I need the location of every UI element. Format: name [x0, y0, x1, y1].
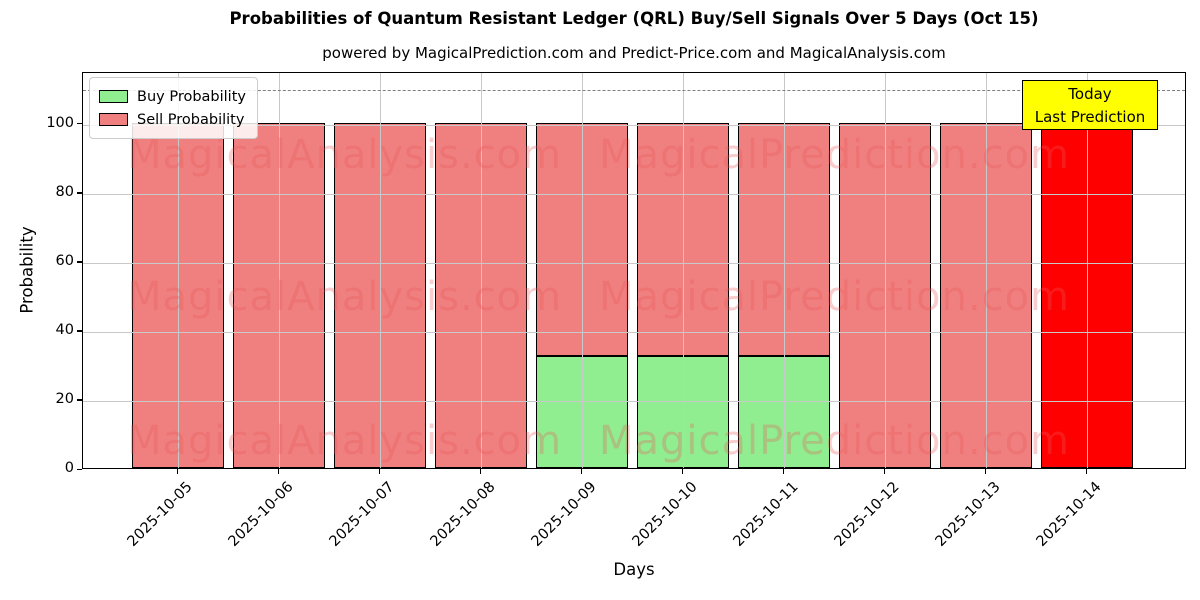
- vgridline-2025-10-09: [582, 73, 583, 468]
- x-axis-label: Days: [613, 560, 655, 579]
- watermark-left-1: MagicalAnalysis.com: [127, 274, 563, 320]
- vgridline-2025-10-13: [986, 73, 987, 468]
- vgridline-2025-10-07: [380, 73, 381, 468]
- legend-label-sell: Sell Probability: [137, 111, 245, 128]
- ytick-label-100: 100: [46, 114, 74, 131]
- xtick-label-2025-10-13: 2025-10-13: [932, 479, 1004, 550]
- vgridline-2025-10-08: [481, 73, 482, 468]
- ytick-label-60: 60: [55, 252, 74, 269]
- buy-swatch-icon: [99, 90, 128, 103]
- xtick-mark-2025-10-14: [1085, 469, 1087, 474]
- hgridline-80: [83, 193, 1185, 195]
- ytick-label-20: 20: [55, 390, 74, 407]
- ytick-mark-0: [77, 468, 82, 470]
- sell-swatch-icon: [99, 113, 128, 126]
- xtick-mark-2025-10-09: [580, 469, 582, 474]
- threshold-dashed-line: [83, 90, 1185, 92]
- xtick-label-2025-10-11: 2025-10-11: [730, 479, 802, 550]
- xtick-label-2025-10-06: 2025-10-06: [225, 479, 297, 550]
- vgridline-2025-10-05: [178, 73, 179, 468]
- hgridline-60: [83, 262, 1185, 264]
- plot-area: MagicalAnalysis.com MagicalPrediction.com…: [82, 72, 1186, 469]
- xtick-mark-2025-10-13: [984, 469, 986, 474]
- legend-entry-sell: Sell Probability: [99, 108, 246, 131]
- hgridline-20: [83, 400, 1185, 402]
- xtick-label-2025-10-12: 2025-10-12: [831, 479, 903, 550]
- today-annotation-line1: Today: [1068, 85, 1112, 103]
- xtick-mark-2025-10-12: [883, 469, 885, 474]
- xtick-label-2025-10-10: 2025-10-10: [629, 479, 701, 550]
- xtick-label-2025-10-09: 2025-10-09: [528, 479, 600, 550]
- xtick-label-2025-10-05: 2025-10-05: [124, 479, 196, 550]
- vgridline-2025-10-10: [683, 73, 684, 468]
- legend: Buy Probability Sell Probability: [89, 77, 258, 139]
- ytick-mark-20: [77, 399, 82, 401]
- xtick-mark-2025-10-07: [378, 469, 380, 474]
- ytick-label-40: 40: [55, 321, 74, 338]
- xtick-mark-2025-10-08: [479, 469, 481, 474]
- watermark-left-0: MagicalAnalysis.com: [127, 132, 563, 178]
- vgridline-2025-10-14: [1087, 73, 1088, 468]
- today-annotation-line2: Last Prediction: [1034, 108, 1146, 126]
- xtick-label-2025-10-14: 2025-10-14: [1033, 479, 1105, 550]
- xtick-mark-2025-10-06: [277, 469, 279, 474]
- xtick-label-2025-10-07: 2025-10-07: [326, 479, 398, 550]
- ytick-mark-60: [77, 261, 82, 263]
- legend-label-buy: Buy Probability: [137, 88, 246, 105]
- chart-title: Probabilities of Quantum Resistant Ledge…: [229, 9, 1039, 28]
- watermark-right-0: MagicalPrediction.com: [599, 132, 1070, 178]
- watermark-left-2: MagicalAnalysis.com: [127, 418, 563, 464]
- vgridline-2025-10-11: [784, 73, 785, 468]
- hgridline-40: [83, 331, 1185, 333]
- ytick-mark-40: [77, 330, 82, 332]
- xtick-label-2025-10-08: 2025-10-08: [427, 479, 499, 550]
- watermark-right-2: MagicalPrediction.com: [599, 418, 1070, 464]
- hgridline-100: [83, 124, 1185, 126]
- ytick-mark-80: [77, 192, 82, 194]
- ytick-label-80: 80: [55, 183, 74, 200]
- y-axis-label: Probability: [17, 226, 37, 314]
- legend-entry-buy: Buy Probability: [99, 85, 246, 108]
- ytick-mark-100: [77, 123, 82, 125]
- vgridline-2025-10-12: [885, 73, 886, 468]
- chart-subtitle: powered by MagicalPrediction.com and Pre…: [322, 44, 946, 62]
- xtick-mark-2025-10-11: [782, 469, 784, 474]
- xtick-mark-2025-10-05: [176, 469, 178, 474]
- today-annotation: Today Last Prediction: [1022, 80, 1158, 130]
- xtick-mark-2025-10-10: [681, 469, 683, 474]
- watermark-right-1: MagicalPrediction.com: [599, 274, 1070, 320]
- vgridline-2025-10-06: [279, 73, 280, 468]
- ytick-label-0: 0: [64, 460, 74, 476]
